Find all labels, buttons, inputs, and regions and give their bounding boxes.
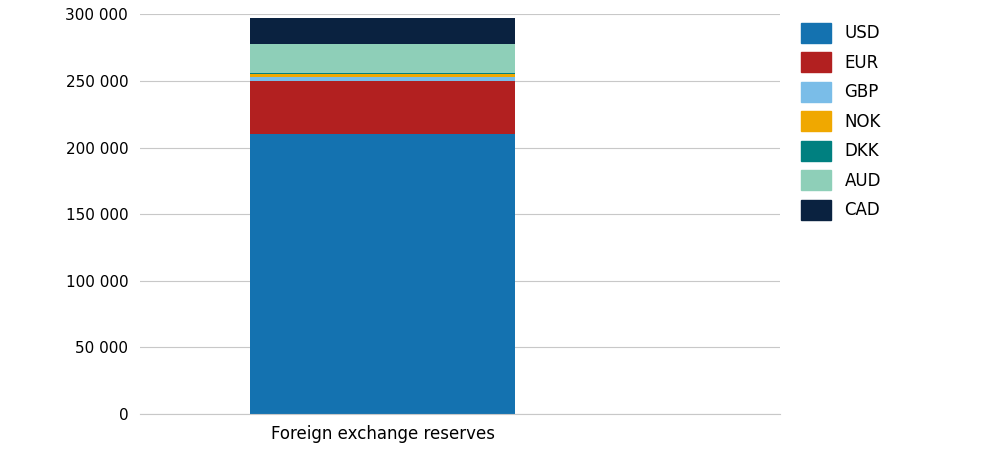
Bar: [250, 74, 515, 77]
Bar: [250, 44, 515, 73]
Bar: [250, 134, 515, 414]
Bar: [250, 18, 515, 44]
Legend: USD, EUR, GBP, NOK, DKK, AUD, CAD: USD, EUR, GBP, NOK, DKK, AUD, CAD: [801, 23, 881, 220]
Bar: [250, 73, 515, 74]
Bar: [250, 81, 515, 134]
Bar: [250, 77, 515, 81]
